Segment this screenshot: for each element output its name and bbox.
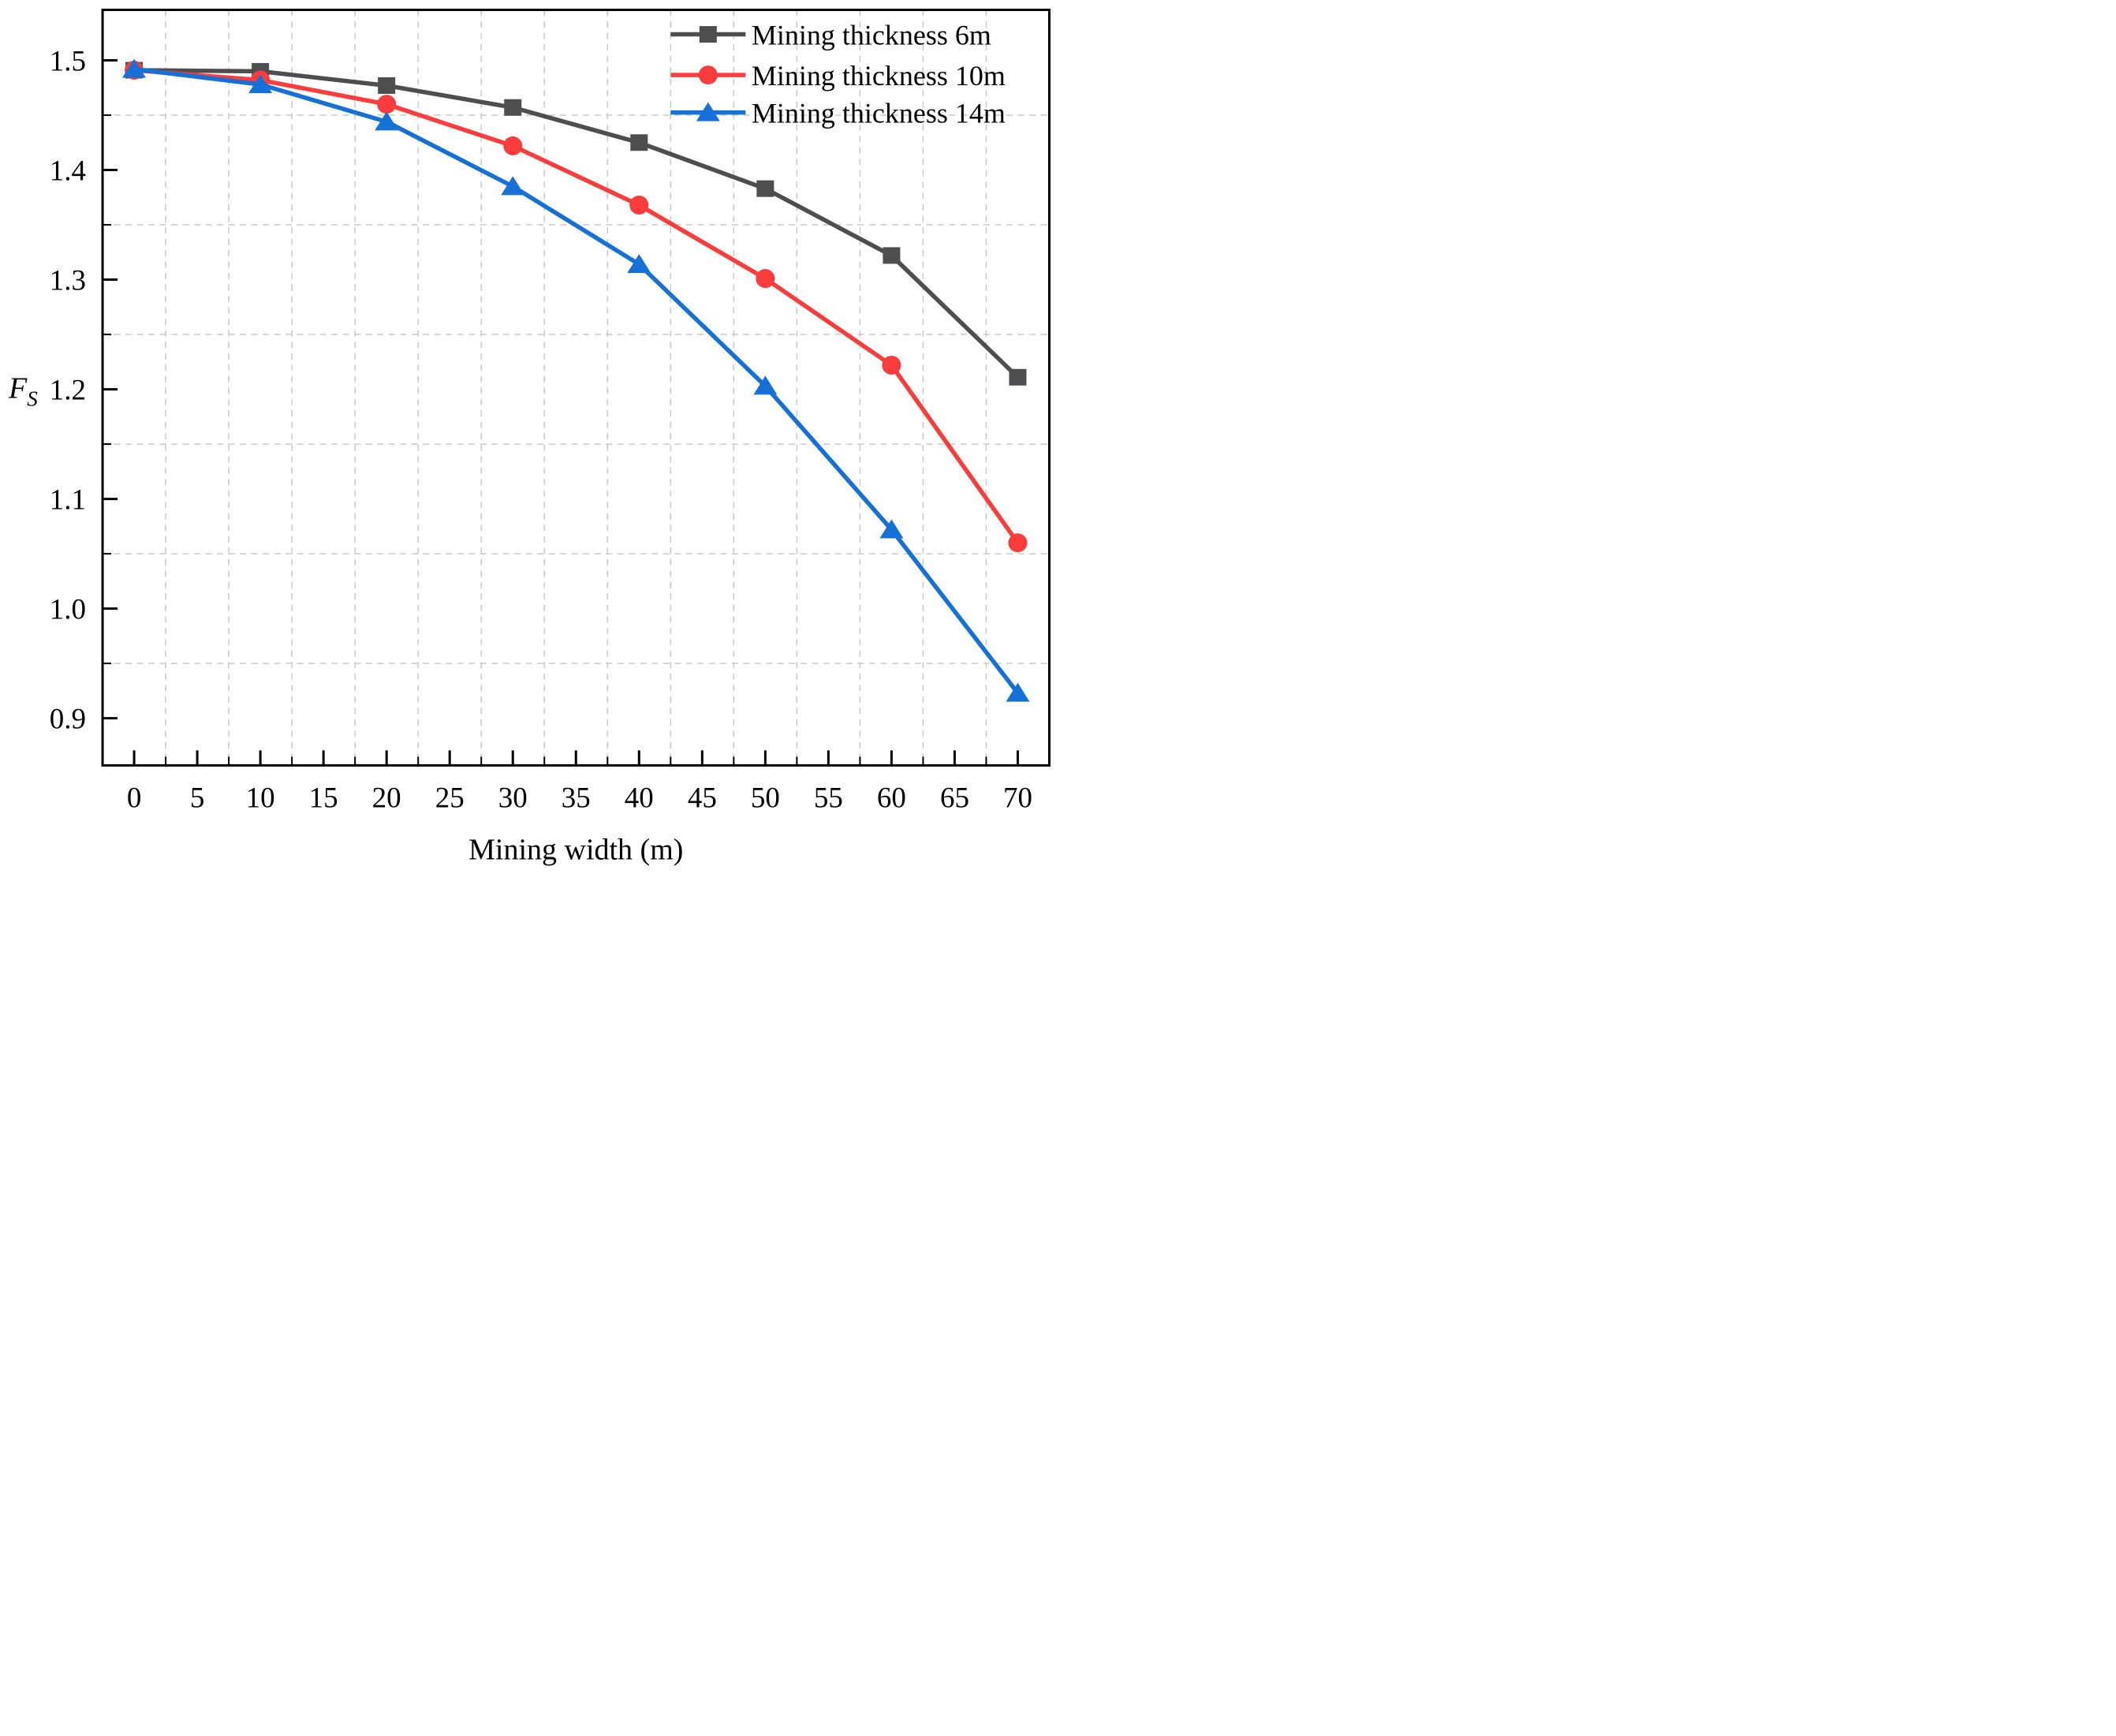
axis-ticks — [103, 58, 1019, 766]
data-point-marker — [504, 99, 522, 116]
data-point-marker — [122, 58, 147, 78]
data-point-marker — [375, 111, 399, 131]
legend: Mining thickness 6m Mining thickness 10m M… — [670, 20, 1006, 129]
x-tick-label: 5 — [190, 782, 204, 814]
y-axis-title: FS — [8, 371, 38, 410]
y-tick-label: 0.9 — [50, 704, 86, 736]
data-point-marker — [1006, 682, 1030, 702]
data-point-marker — [377, 95, 397, 114]
data-point-marker — [378, 77, 396, 94]
data-point-marker — [753, 375, 778, 395]
series-mining-thickness-14m — [122, 58, 1030, 702]
data-point-marker — [879, 519, 904, 539]
x-tick-label: 10 — [246, 782, 275, 814]
x-tick-label: 15 — [309, 782, 338, 814]
tick-labels: 0 5 10 15 20 25 30 35 40 45 50 55 60 65 70 1.5 1.4 1.3 1.2… — [50, 46, 1032, 815]
x-tick-label: 20 — [372, 782, 401, 814]
line-chart: 0 5 10 15 20 25 30 35 40 45 50 55 60 65 70 1.5 1.4 1.3 1.2… — [8, 9, 1051, 866]
data-point-marker — [882, 355, 901, 375]
y-tick-label: 1.0 — [50, 594, 86, 626]
legend-item: Mining thickness 10m — [670, 60, 1006, 91]
data-point-marker — [501, 176, 525, 196]
data-point-marker — [248, 74, 273, 94]
series-line — [134, 68, 1020, 379]
data-point-marker — [629, 196, 649, 215]
legend-label: Mining thickness 14m — [752, 98, 1006, 129]
x-tick-label: 35 — [562, 782, 591, 814]
x-tick-label: 55 — [814, 782, 843, 814]
x-tick-label: 70 — [1003, 782, 1032, 814]
data-point-marker — [756, 180, 774, 197]
x-tick-label: 60 — [877, 782, 906, 814]
chart-figure: 0 5 10 15 20 25 30 35 40 45 50 55 60 65 70 1.5 1.4 1.3 1.2… — [0, 0, 1058, 868]
legend-item: Mining thickness 6m — [670, 20, 991, 51]
data-point-marker — [1009, 368, 1027, 386]
x-tick-label: 25 — [435, 782, 465, 814]
data-point-marker — [883, 247, 901, 264]
data-point-marker — [756, 269, 775, 289]
legend-label: Mining thickness 6m — [752, 20, 991, 51]
x-tick-label: 50 — [751, 782, 780, 814]
legend-item: Mining thickness 14m — [670, 98, 1006, 129]
x-axis-title: Mining width (m) — [468, 833, 683, 866]
legend-marker-circle — [698, 65, 718, 85]
legend-marker-triangle — [696, 102, 720, 121]
data-point-marker — [630, 134, 648, 151]
x-tick-label: 65 — [940, 782, 969, 814]
data-point-marker — [627, 254, 651, 274]
y-tick-label: 1.2 — [50, 375, 86, 407]
y-tick-label: 1.4 — [50, 155, 86, 188]
x-tick-label: 0 — [127, 782, 141, 814]
legend-marker-square — [699, 26, 717, 43]
data-point-marker — [1008, 533, 1028, 553]
x-tick-label: 40 — [625, 782, 654, 814]
y-tick-label: 1.5 — [50, 46, 86, 78]
data-point-marker — [503, 136, 523, 155]
y-tick-label: 1.3 — [50, 265, 86, 297]
series-mining-thickness-10m — [125, 61, 1028, 553]
x-tick-label: 30 — [498, 782, 528, 814]
series-line — [133, 66, 1020, 695]
series-line — [133, 68, 1020, 544]
y-tick-label: 1.1 — [50, 484, 86, 517]
legend-label: Mining thickness 10m — [752, 60, 1006, 91]
x-tick-label: 45 — [688, 782, 717, 814]
